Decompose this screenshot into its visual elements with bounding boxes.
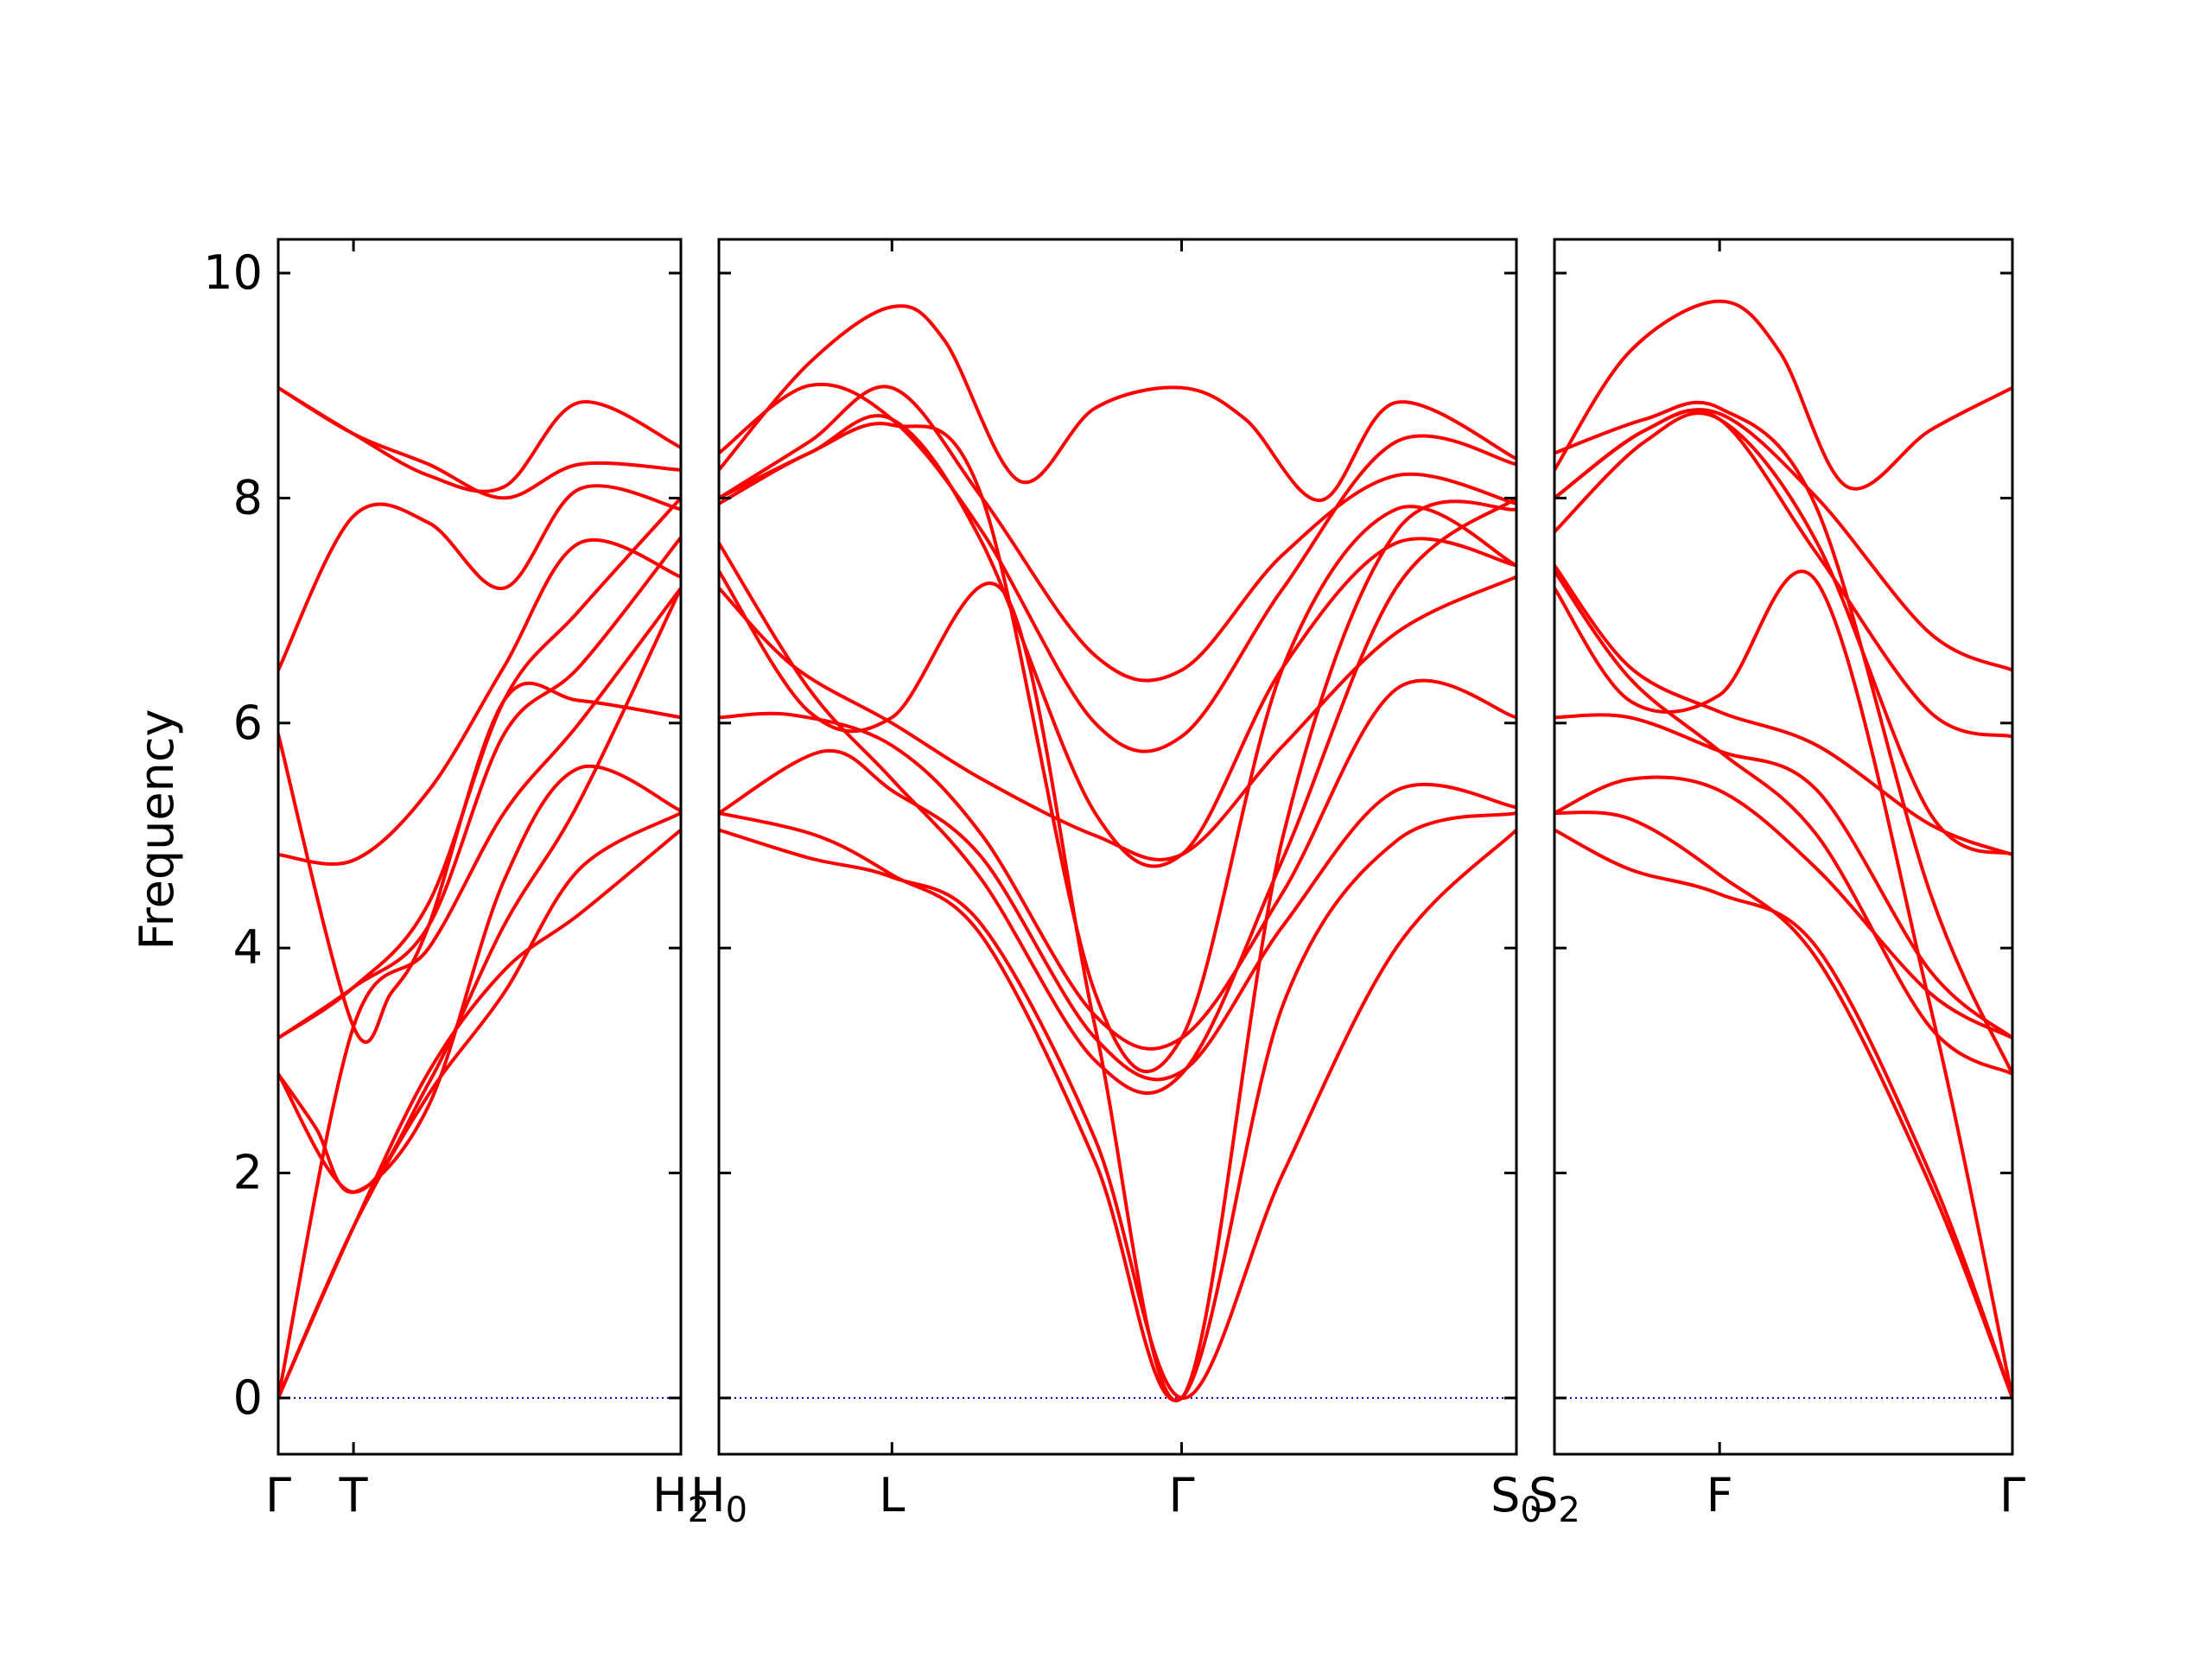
band-line-5 xyxy=(719,575,1516,861)
x-tick-subscript: 2 xyxy=(1558,1491,1580,1530)
band-line-3 xyxy=(719,748,1516,1082)
band-line-3 xyxy=(278,764,681,1194)
band-line-6 xyxy=(278,681,681,1044)
band-line-7 xyxy=(719,496,1516,1096)
band-line-12 xyxy=(1554,400,2012,1076)
band-line-10 xyxy=(278,810,681,1400)
band-line-1 xyxy=(278,828,681,1400)
band-line-11 xyxy=(1554,299,2012,491)
band-line-5 xyxy=(278,537,681,866)
x-tick-subscript: 2 xyxy=(688,1491,709,1530)
band-line-2 xyxy=(719,810,1516,1402)
band-line-11 xyxy=(278,586,681,1194)
band-line-2 xyxy=(1554,810,2012,1400)
y-axis-label: Frequency xyxy=(130,709,184,950)
band-line-4 xyxy=(278,536,681,1040)
panel-frame xyxy=(1553,238,2014,1456)
bands xyxy=(278,385,681,1400)
y-tick-label: 6 xyxy=(233,696,263,750)
band-line-1 xyxy=(1554,828,2012,1400)
bands xyxy=(719,304,1516,1402)
band-line-11 xyxy=(719,304,1516,503)
band-line-12 xyxy=(719,382,1516,753)
y-tick-label: 2 xyxy=(233,1146,263,1200)
panel-frame xyxy=(276,238,683,1456)
y-tick-label: 8 xyxy=(233,470,263,524)
x-tick-label: L xyxy=(879,1468,905,1522)
band-line-9 xyxy=(719,414,1516,868)
band-line-1 xyxy=(719,828,1516,1400)
panel-3: S2 F Γ xyxy=(1529,238,2025,1530)
panel-frame xyxy=(717,238,1518,1456)
x-tick-label: Γ xyxy=(1168,1468,1194,1522)
band-line-10 xyxy=(1554,408,2012,739)
band-line-12 xyxy=(278,496,681,1040)
band-line-7 xyxy=(1554,563,2012,857)
x-tick-subscript: 0 xyxy=(1520,1491,1541,1530)
band-line-10 xyxy=(719,385,1516,683)
band-line-3 xyxy=(1554,775,2012,1040)
x-tick-label: H0 xyxy=(690,1468,747,1530)
band-line-6 xyxy=(1554,569,2012,1076)
band-line-4 xyxy=(1554,713,2012,1040)
panel-2: H0 L Γ S0 xyxy=(690,238,1542,1530)
band-line-7 xyxy=(278,484,681,672)
x-tick-label: T xyxy=(339,1468,369,1522)
bands xyxy=(1554,299,2012,1400)
x-tick-label: F xyxy=(1707,1468,1733,1522)
y-tick-label: 4 xyxy=(233,920,263,975)
band-line-8 xyxy=(1554,411,2012,857)
band-line-5 xyxy=(1554,569,2012,1400)
y-tick-label: 0 xyxy=(233,1370,263,1425)
x-tick-subscript: 0 xyxy=(726,1491,747,1530)
band-line-6 xyxy=(719,499,1516,1402)
band-line-8 xyxy=(278,385,681,500)
band-line-8 xyxy=(719,422,1516,1074)
y-tick-label: 10 xyxy=(203,245,263,300)
x-tick-label: Γ xyxy=(265,1468,291,1522)
band-line-9 xyxy=(278,385,681,493)
x-tick-label: S2 xyxy=(1529,1468,1580,1530)
x-tick-label: Γ xyxy=(1999,1468,2025,1522)
